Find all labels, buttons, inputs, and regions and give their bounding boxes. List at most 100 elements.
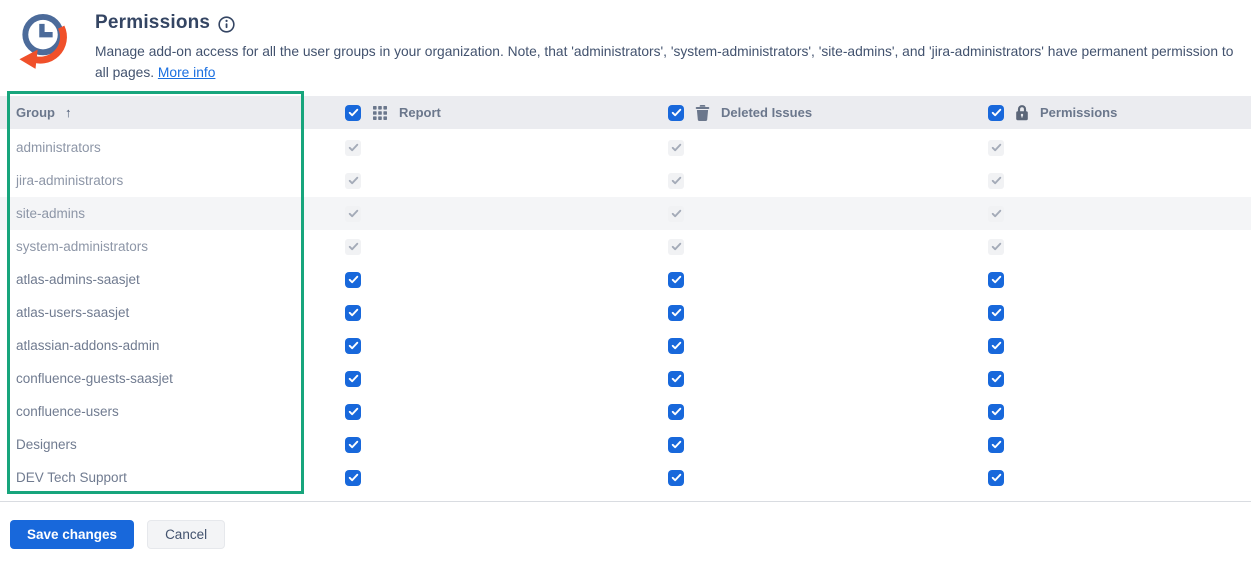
permissions-checkbox xyxy=(988,205,1004,222)
permissions-checkbox[interactable] xyxy=(988,304,1004,321)
permissions-checkbox xyxy=(988,238,1004,255)
report-select-all-checkbox[interactable] xyxy=(345,104,361,121)
deleted-issues-cell xyxy=(668,304,988,321)
report-checkbox xyxy=(345,205,361,222)
group-name: confluence-guests-saasjet xyxy=(16,371,173,386)
table-body: administrators jira-administrators site-… xyxy=(0,131,1251,494)
report-cell xyxy=(345,304,668,321)
permissions-select-all-checkbox[interactable] xyxy=(988,104,1004,121)
table-header-row: Group ↑ Report xyxy=(0,96,1251,129)
report-column-header: Report xyxy=(345,96,668,129)
report-checkbox[interactable] xyxy=(345,436,361,453)
deleted-issues-checkbox[interactable] xyxy=(668,436,684,453)
permissions-checkbox[interactable] xyxy=(988,337,1004,354)
report-cell xyxy=(345,205,668,222)
report-cell xyxy=(345,403,668,420)
permissions-checkbox[interactable] xyxy=(988,436,1004,453)
deleted-issues-select-all-checkbox[interactable] xyxy=(668,104,684,121)
report-cell xyxy=(345,337,668,354)
report-checkbox[interactable] xyxy=(345,469,361,486)
permissions-cell xyxy=(988,337,1251,354)
group-name: administrators xyxy=(16,140,101,155)
group-name: confluence-users xyxy=(16,404,119,419)
deleted-issues-checkbox[interactable] xyxy=(668,271,684,288)
permissions-cell xyxy=(988,271,1251,288)
deleted-issues-checkbox[interactable] xyxy=(668,469,684,486)
permissions-checkbox xyxy=(988,172,1004,189)
report-checkbox[interactable] xyxy=(345,337,361,354)
table-row: administrators xyxy=(0,131,1251,164)
group-column-label: Group xyxy=(16,105,55,120)
permissions-column-label: Permissions xyxy=(1040,105,1118,120)
table-row: jira-administrators xyxy=(0,164,1251,197)
report-checkbox xyxy=(345,139,361,156)
deleted-issues-cell xyxy=(668,337,988,354)
deleted-issues-checkbox[interactable] xyxy=(668,403,684,420)
deleted-issues-column-label: Deleted Issues xyxy=(721,105,813,120)
table-row: site-admins xyxy=(0,197,1251,230)
table-row: system-administrators xyxy=(0,230,1251,263)
time-in-status-clock-logo xyxy=(19,14,67,69)
deleted-issues-checkbox[interactable] xyxy=(668,304,684,321)
deleted-issues-cell xyxy=(668,436,988,453)
action-buttons: Save changes Cancel xyxy=(10,520,226,549)
permissions-table: Group ↑ Report xyxy=(0,96,1251,494)
deleted-issues-cell xyxy=(668,205,988,222)
table-row: confluence-guests-saasjet xyxy=(0,362,1251,395)
permissions-column-header: Permissions xyxy=(988,96,1251,129)
deleted-issues-cell xyxy=(668,271,988,288)
footer-divider xyxy=(0,501,1251,502)
page-title: Permissions xyxy=(95,12,211,33)
report-checkbox[interactable] xyxy=(345,271,361,288)
info-icon[interactable] xyxy=(218,15,235,33)
report-cell xyxy=(345,271,668,288)
deleted-issues-column-header: Deleted Issues xyxy=(668,96,988,129)
permissions-cell xyxy=(988,139,1251,156)
cancel-button[interactable]: Cancel xyxy=(147,520,226,549)
report-checkbox[interactable] xyxy=(345,403,361,420)
report-column-label: Report xyxy=(399,105,441,120)
permissions-checkbox[interactable] xyxy=(988,403,1004,420)
table-row: atlassian-addons-admin xyxy=(0,329,1251,362)
permissions-cell xyxy=(988,172,1251,189)
group-name: atlas-users-saasjet xyxy=(16,305,130,320)
deleted-issues-cell xyxy=(668,172,988,189)
deleted-issues-cell xyxy=(668,403,988,420)
permissions-cell xyxy=(988,205,1251,222)
deleted-issues-checkbox[interactable] xyxy=(668,337,684,354)
group-name: system-administrators xyxy=(16,239,149,254)
description-text: Manage add-on access for all the user gr… xyxy=(95,44,1234,80)
deleted-issues-cell xyxy=(668,238,988,255)
deleted-issues-cell xyxy=(668,370,988,387)
permissions-cell xyxy=(988,304,1251,321)
permissions-cell xyxy=(988,238,1251,255)
report-cell xyxy=(345,172,668,189)
deleted-issues-checkbox xyxy=(668,205,684,222)
permissions-checkbox[interactable] xyxy=(988,469,1004,486)
grid-icon xyxy=(372,105,388,121)
table-row: DEV Tech Support xyxy=(0,461,1251,494)
trash-icon xyxy=(695,104,710,121)
save-changes-button[interactable]: Save changes xyxy=(10,520,135,549)
table-row: Designers xyxy=(0,428,1251,461)
permissions-checkbox[interactable] xyxy=(988,271,1004,288)
permissions-cell xyxy=(988,469,1251,486)
deleted-issues-cell xyxy=(668,139,988,156)
report-checkbox[interactable] xyxy=(345,304,361,321)
permissions-cell xyxy=(988,436,1251,453)
permissions-checkbox[interactable] xyxy=(988,370,1004,387)
group-column-header[interactable]: Group ↑ xyxy=(0,96,345,129)
deleted-issues-checkbox xyxy=(668,238,684,255)
deleted-issues-checkbox[interactable] xyxy=(668,370,684,387)
lock-icon xyxy=(1015,104,1029,121)
report-checkbox xyxy=(345,238,361,255)
permissions-cell xyxy=(988,403,1251,420)
deleted-issues-checkbox xyxy=(668,139,684,156)
report-checkbox[interactable] xyxy=(345,370,361,387)
group-name: DEV Tech Support xyxy=(16,470,127,485)
more-info-link[interactable]: More info xyxy=(157,65,216,80)
report-cell xyxy=(345,139,668,156)
group-name: atlassian-addons-admin xyxy=(16,338,160,353)
permissions-cell xyxy=(988,370,1251,387)
table-row: atlas-users-saasjet xyxy=(0,296,1251,329)
